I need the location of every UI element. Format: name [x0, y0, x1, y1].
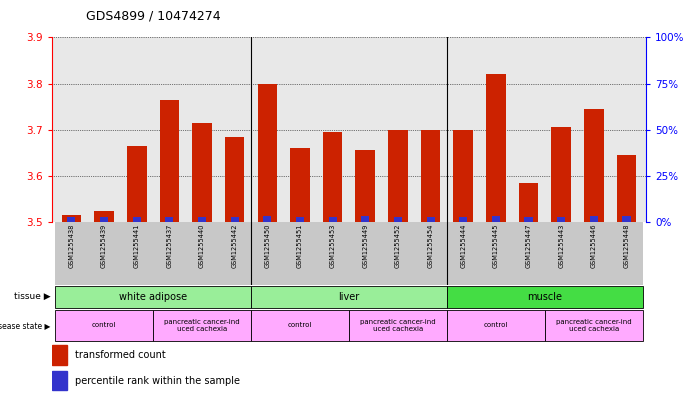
Bar: [153, 310, 251, 341]
Bar: [328, 217, 337, 222]
Text: tissue ▶: tissue ▶: [14, 292, 50, 301]
Bar: [127, 146, 146, 222]
Text: GSM1255440: GSM1255440: [199, 224, 205, 268]
Bar: [251, 286, 447, 308]
Text: control: control: [484, 322, 508, 328]
Text: GSM1255451: GSM1255451: [297, 224, 303, 268]
Bar: [616, 155, 636, 222]
Bar: [584, 109, 604, 222]
Bar: [349, 222, 381, 285]
Text: pancreatic cancer-ind
uced cachexia: pancreatic cancer-ind uced cachexia: [360, 319, 436, 332]
Bar: [519, 183, 538, 222]
Bar: [218, 222, 251, 285]
Bar: [578, 222, 610, 285]
Text: control: control: [287, 322, 312, 328]
Text: GSM1255446: GSM1255446: [591, 224, 597, 268]
Bar: [361, 216, 370, 222]
Bar: [381, 222, 415, 285]
Text: GSM1255443: GSM1255443: [558, 224, 564, 268]
Text: GDS4899 / 10474274: GDS4899 / 10474274: [86, 10, 221, 23]
Bar: [459, 217, 467, 222]
Bar: [426, 217, 435, 222]
Bar: [447, 286, 643, 308]
Bar: [512, 222, 545, 285]
Bar: [55, 222, 88, 285]
Bar: [480, 222, 512, 285]
Bar: [52, 345, 67, 365]
Bar: [55, 286, 251, 308]
Text: GSM1255448: GSM1255448: [623, 224, 630, 268]
Bar: [453, 130, 473, 222]
Bar: [545, 310, 643, 341]
Text: GSM1255437: GSM1255437: [167, 224, 172, 268]
Text: liver: liver: [339, 292, 359, 302]
Bar: [447, 310, 545, 341]
Text: disease state ▶: disease state ▶: [0, 321, 50, 330]
Text: GSM1255454: GSM1255454: [428, 224, 433, 268]
Bar: [589, 216, 598, 222]
Bar: [258, 84, 277, 222]
Text: GSM1255449: GSM1255449: [362, 224, 368, 268]
Bar: [225, 137, 245, 222]
Bar: [323, 132, 343, 222]
Text: GSM1255450: GSM1255450: [265, 224, 270, 268]
Bar: [94, 211, 114, 222]
Bar: [316, 222, 349, 285]
Text: GSM1255452: GSM1255452: [395, 224, 401, 268]
Bar: [133, 217, 141, 222]
Bar: [557, 217, 565, 222]
Bar: [251, 222, 283, 285]
Text: GSM1255445: GSM1255445: [493, 224, 499, 268]
Bar: [486, 74, 506, 222]
Bar: [610, 222, 643, 285]
Text: pancreatic cancer-ind
uced cachexia: pancreatic cancer-ind uced cachexia: [164, 319, 240, 332]
Bar: [394, 217, 402, 222]
Bar: [388, 130, 408, 222]
Text: control: control: [92, 322, 116, 328]
Bar: [120, 222, 153, 285]
Bar: [524, 217, 533, 222]
Bar: [160, 100, 179, 222]
Text: muscle: muscle: [527, 292, 562, 302]
Bar: [231, 217, 239, 222]
Bar: [290, 148, 310, 222]
Bar: [88, 222, 120, 285]
Text: transformed count: transformed count: [75, 350, 165, 360]
Bar: [192, 123, 212, 222]
Bar: [100, 217, 108, 222]
Text: GSM1255439: GSM1255439: [101, 224, 107, 268]
Bar: [165, 217, 173, 222]
Bar: [186, 222, 218, 285]
Bar: [421, 130, 440, 222]
Bar: [153, 222, 186, 285]
Bar: [55, 310, 153, 341]
Bar: [251, 310, 349, 341]
Bar: [551, 127, 571, 222]
Text: GSM1255441: GSM1255441: [134, 224, 140, 268]
Bar: [283, 222, 316, 285]
Text: pancreatic cancer-ind
uced cachexia: pancreatic cancer-ind uced cachexia: [556, 319, 632, 332]
Bar: [52, 371, 67, 391]
Bar: [67, 217, 75, 222]
Bar: [492, 216, 500, 222]
Bar: [263, 216, 272, 222]
Text: GSM1255447: GSM1255447: [526, 224, 531, 268]
Text: GSM1255438: GSM1255438: [68, 224, 75, 268]
Text: percentile rank within the sample: percentile rank within the sample: [75, 376, 240, 386]
Bar: [349, 310, 447, 341]
Bar: [447, 222, 480, 285]
Bar: [545, 222, 578, 285]
Bar: [623, 216, 631, 222]
Text: white adipose: white adipose: [119, 292, 187, 302]
Bar: [415, 222, 447, 285]
Text: GSM1255444: GSM1255444: [460, 224, 466, 268]
Bar: [198, 217, 206, 222]
Text: GSM1255442: GSM1255442: [231, 224, 238, 268]
Text: GSM1255453: GSM1255453: [330, 224, 336, 268]
Bar: [355, 151, 375, 222]
Bar: [296, 217, 304, 222]
Bar: [61, 215, 82, 222]
